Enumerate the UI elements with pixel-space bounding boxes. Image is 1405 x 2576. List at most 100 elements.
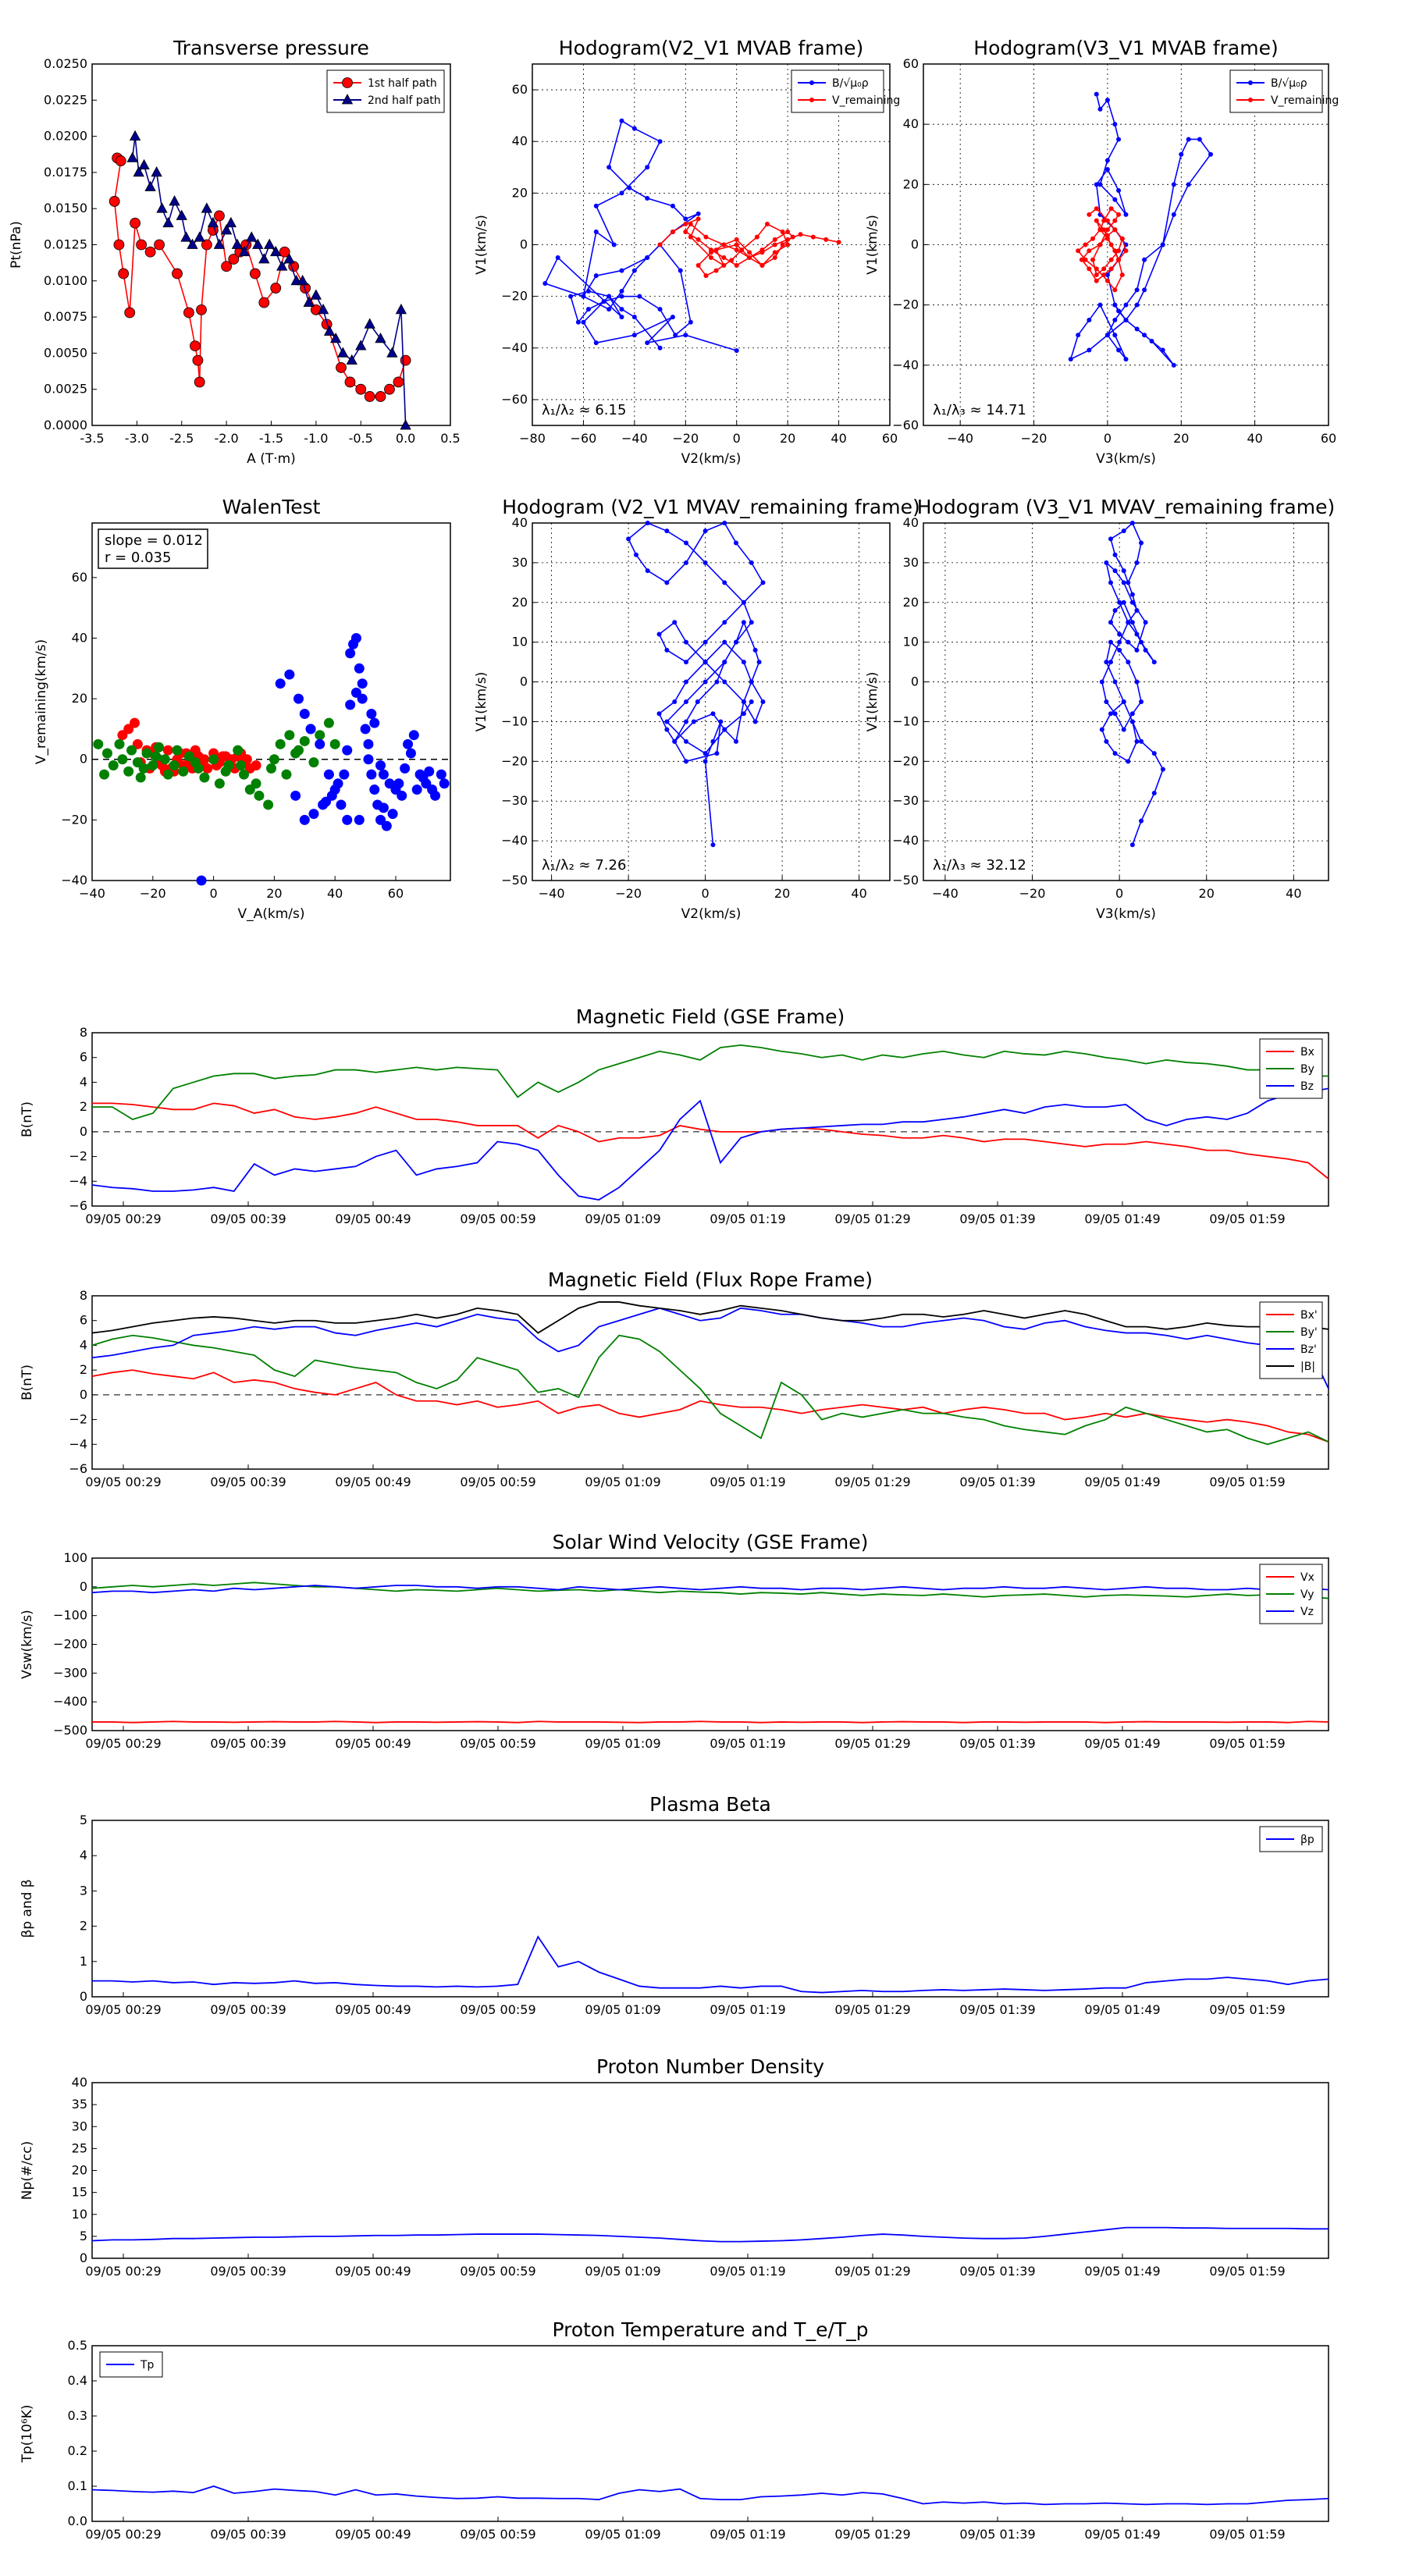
chart-vsw: Solar Wind Velocity (GSE Frame) Vsw(km/s)… bbox=[20, 1531, 1329, 1751]
data-point bbox=[321, 796, 332, 807]
data-point bbox=[249, 268, 261, 279]
time-tick-label: 09/05 01:29 bbox=[834, 2002, 910, 2017]
data-point bbox=[393, 778, 404, 789]
x-tick-label: -2.5 bbox=[169, 431, 194, 446]
time-tick-label: 09/05 00:39 bbox=[210, 2527, 286, 2542]
data-point bbox=[593, 203, 599, 208]
data-point bbox=[1116, 212, 1122, 217]
x-tick-label: 0 bbox=[209, 886, 217, 901]
x-tick-label: −40 bbox=[79, 886, 105, 901]
y-tick-label: 4 bbox=[80, 1337, 87, 1352]
data-point bbox=[141, 748, 152, 759]
data-point bbox=[683, 560, 688, 565]
data-point bbox=[190, 757, 201, 768]
data-point bbox=[238, 245, 251, 257]
data-point bbox=[631, 268, 637, 273]
data-point bbox=[714, 751, 720, 756]
data-point bbox=[1104, 738, 1109, 744]
data-point bbox=[178, 766, 189, 777]
legend-label: Bx' bbox=[1300, 1309, 1318, 1322]
data-point bbox=[606, 165, 612, 170]
data-point bbox=[364, 391, 375, 402]
chart-title: Magnetic Field (Flux Rope Frame) bbox=[548, 1268, 873, 1291]
y-tick-label: −2 bbox=[69, 1412, 87, 1427]
x-tick-label: -1.0 bbox=[304, 431, 328, 446]
chart-h4: Hodogram (V3_V1 MVAV_remaining frame) −50… bbox=[865, 496, 1335, 922]
data-point bbox=[214, 778, 225, 789]
data-point bbox=[1104, 227, 1110, 233]
series-line bbox=[92, 1044, 1329, 1120]
data-point bbox=[741, 600, 746, 605]
data-point bbox=[180, 231, 192, 242]
time-tick-label: 09/05 00:39 bbox=[210, 1736, 286, 1751]
data-point bbox=[297, 274, 308, 286]
data-point bbox=[1129, 592, 1135, 597]
data-point bbox=[1134, 607, 1140, 613]
data-point bbox=[1121, 699, 1126, 704]
y-axis-label: V1(km/s) bbox=[474, 672, 489, 732]
data-point bbox=[760, 580, 766, 585]
data-point bbox=[129, 130, 141, 141]
data-point bbox=[238, 769, 249, 780]
data-point bbox=[123, 766, 134, 777]
data-point bbox=[258, 297, 270, 308]
x-tick-label: 20 bbox=[1173, 431, 1189, 446]
data-point bbox=[346, 354, 357, 365]
x-tick-label: 20 bbox=[266, 886, 282, 901]
data-point bbox=[752, 647, 758, 653]
data-point bbox=[1112, 568, 1118, 574]
x-tick-label: -0.5 bbox=[349, 431, 373, 446]
chart-transverse-pressure: Transverse pressure 0.0000 0.0025 0.0050 0.0… bbox=[9, 37, 461, 467]
data-point bbox=[1112, 607, 1118, 613]
y-tick-label: 60 bbox=[72, 570, 87, 585]
data-point bbox=[683, 222, 688, 227]
data-point bbox=[386, 347, 398, 358]
y-tick-label: 0 bbox=[80, 1989, 87, 2004]
data-point bbox=[1129, 711, 1135, 717]
data-point bbox=[1090, 236, 1096, 241]
data-point bbox=[202, 763, 213, 774]
time-tick-label: 09/05 00:49 bbox=[335, 1475, 411, 1489]
time-tick-label: 09/05 01:49 bbox=[1084, 2002, 1160, 2017]
data-point bbox=[159, 754, 170, 765]
series-line bbox=[1101, 521, 1164, 845]
data-point bbox=[254, 790, 265, 801]
data-point bbox=[772, 237, 777, 242]
time-tick-label: 09/05 01:49 bbox=[1084, 1475, 1160, 1489]
data-point bbox=[749, 560, 754, 565]
y-tick-label: 0.5 bbox=[68, 2338, 87, 2353]
data-point bbox=[1094, 182, 1099, 187]
data-point bbox=[688, 222, 693, 227]
data-point bbox=[1129, 600, 1135, 605]
chart-h1: Hodogram(V2_V1 MVAB frame) −60 −40 −20 0 20 40… bbox=[474, 37, 900, 467]
y-axis-label: B(nT) bbox=[20, 1101, 35, 1137]
y-tick-label: 1 bbox=[80, 1954, 87, 1969]
y-tick-label: −20 bbox=[61, 812, 87, 827]
x-tick-label: −20 bbox=[1021, 431, 1048, 446]
data-point bbox=[1117, 600, 1122, 605]
data-point bbox=[645, 521, 650, 525]
data-point bbox=[154, 742, 165, 753]
data-point bbox=[1143, 620, 1148, 625]
data-point bbox=[734, 348, 739, 354]
data-point bbox=[709, 247, 713, 253]
data-point bbox=[672, 699, 678, 704]
time-tick-label: 09/05 00:29 bbox=[85, 1212, 161, 1226]
data-point bbox=[1104, 233, 1110, 238]
data-point bbox=[664, 528, 670, 534]
data-point bbox=[1108, 242, 1114, 247]
y-axis-label: V1(km/s) bbox=[865, 672, 880, 732]
data-point bbox=[258, 253, 270, 264]
data-point bbox=[1094, 218, 1099, 223]
plot-frame bbox=[91, 2345, 1329, 2522]
y-tick-label: −4 bbox=[69, 1173, 87, 1188]
series-line bbox=[91, 2485, 1329, 2506]
legend-label: Vy bbox=[1300, 1589, 1314, 1601]
data-point bbox=[713, 247, 719, 253]
series-line bbox=[91, 1582, 1329, 1599]
data-point bbox=[1099, 679, 1104, 685]
data-point bbox=[670, 229, 675, 234]
data-point bbox=[836, 240, 841, 245]
data-point bbox=[303, 296, 315, 307]
data-point bbox=[1112, 248, 1118, 254]
